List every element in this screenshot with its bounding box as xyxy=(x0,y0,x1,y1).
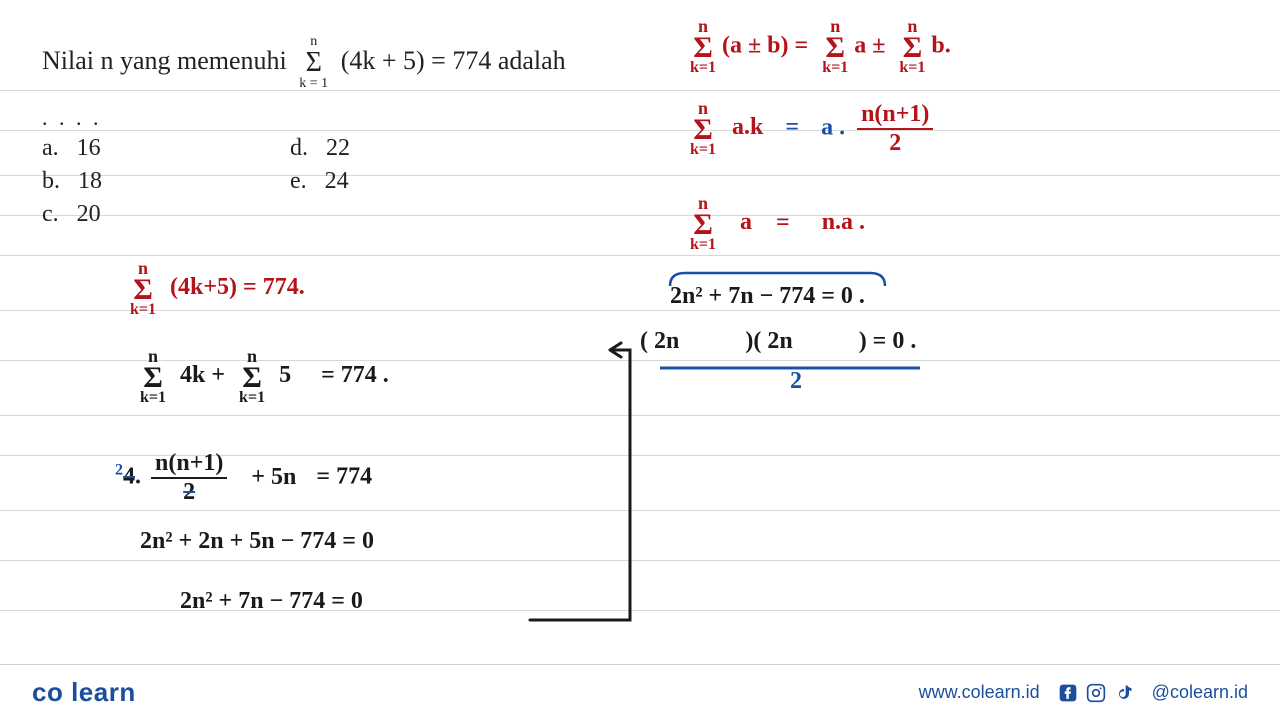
blue-bracket-icon xyxy=(665,268,895,290)
work-right-2: ( 2n )( 2n ) = 0 . xyxy=(640,328,916,355)
formula-sum-ab: nΣk=1 (a ± b) = nΣk=1 a ± nΣk=1 b. xyxy=(690,18,951,76)
tiktok-icon xyxy=(1114,683,1134,703)
options-col-left: a. 16 b. 18 c. 20 xyxy=(42,135,102,234)
sigma-symbol: n Σ k = 1 xyxy=(299,35,328,91)
work-right-den: 2 xyxy=(790,368,802,395)
footer-handle: @colearn.id xyxy=(1152,682,1248,703)
work-line-4: 2n² + 2n + 5n − 774 = 0 xyxy=(140,528,374,555)
social-icons xyxy=(1058,683,1134,703)
option-c: c. 20 xyxy=(42,201,102,228)
option-a: a. 16 xyxy=(42,135,102,162)
option-b: b. 18 xyxy=(42,168,102,195)
ellipsis: . . . . xyxy=(42,105,102,131)
formula-sum-a: nΣk=1 a = n.a . xyxy=(690,195,865,253)
work-line-1: nΣk=1 (4k+5) = 774. xyxy=(130,260,305,318)
footer-url: www.colearn.id xyxy=(919,682,1040,703)
bracket-arrow xyxy=(525,340,655,630)
option-d: d. 22 xyxy=(290,135,350,162)
option-e: e. 24 xyxy=(290,168,350,195)
question-body: (4k + 5) = 774 adalah xyxy=(341,46,566,75)
brand-logo: co learn xyxy=(32,677,136,708)
instagram-icon xyxy=(1086,683,1106,703)
work-line-2: nΣk=1 4k + nΣk=1 5 = 774 . xyxy=(140,348,389,406)
facebook-icon xyxy=(1058,683,1078,703)
work-line-3: 24. n(n+1) 2 + 5n = 774 xyxy=(115,450,372,506)
question-prefix: Nilai n yang memenuhi xyxy=(42,46,287,75)
work-line-5: 2n² + 7n − 774 = 0 xyxy=(180,588,363,615)
footer-bar: co learn www.colearn.id @colearn.id xyxy=(0,664,1280,720)
formula-sum-ak: nΣk=1 a.k = a . n(n+1) 2 xyxy=(690,100,933,158)
question-text: Nilai n yang memenuhi n Σ k = 1 (4k + 5)… xyxy=(42,35,566,91)
options-col-right: d. 22 e. 24 xyxy=(290,135,350,201)
